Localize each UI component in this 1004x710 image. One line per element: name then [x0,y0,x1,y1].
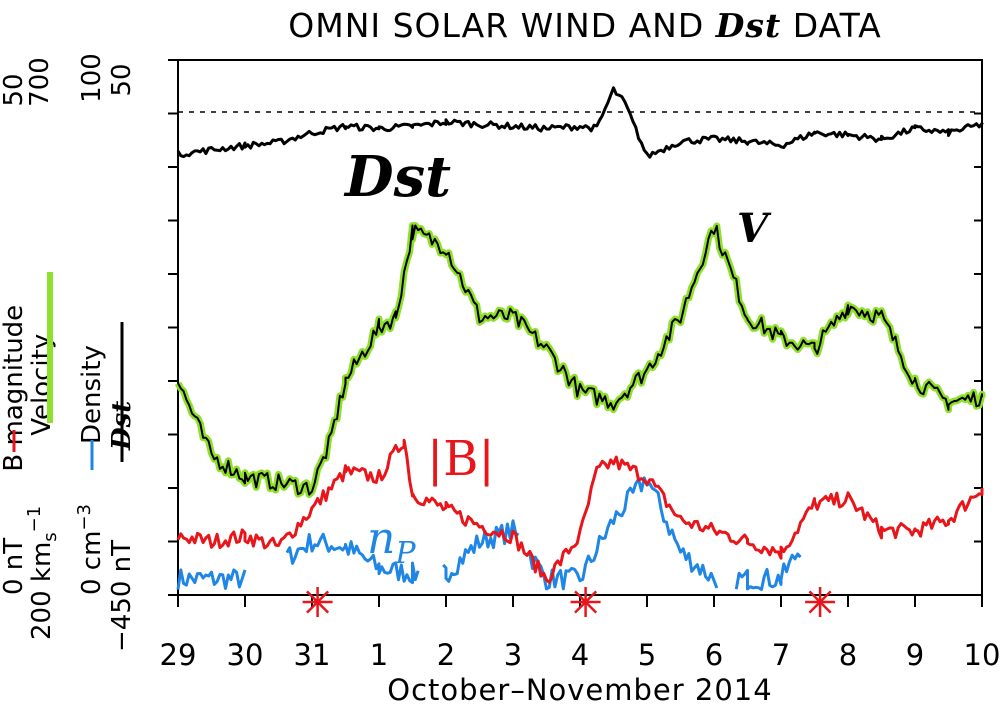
x-tick-label: 10 [964,638,1001,672]
event-asterisk-marker [570,587,601,617]
np-annotation: nP [367,513,416,571]
x-tick-label: 3 [504,638,522,672]
x-tick-label: 30 [227,638,264,672]
x-ticks: 29 30 31 1 2 3 4 5 6 7 8 9 10 [160,595,1001,672]
x-tick-label: 29 [160,638,197,672]
event-markers [302,587,836,617]
x-tick-label: 31 [294,638,331,672]
dst-annotation: Dst [343,144,451,210]
series-velocity-glow [174,222,986,499]
legend-v: 200 kms−1Velocity [24,334,61,640]
np-annotation-sub: P [394,536,416,571]
legend-n-sup: −3 [74,504,95,531]
x-tick-label: 6 [705,638,723,672]
series-dst-line [176,86,984,159]
np-annotation-main: n [367,513,395,564]
y-ticks [168,59,982,596]
x-tick-label: 4 [571,638,589,672]
legend-n: 0 cm−3 Density [74,345,107,595]
plot-frame [177,59,983,596]
chart-title: OMNI SOLAR WIND AND Dst DATA [288,6,882,45]
legend-dst-top: 50 [107,63,137,96]
x-tick-label: 9 [906,638,924,672]
x-tick-label: 1 [370,638,388,672]
legend-b-top: 50 [0,73,29,106]
x-tick-label: 5 [638,638,656,672]
event-asterisk-marker [302,587,333,617]
series-velocity-line [177,224,983,496]
x-tick-label: 8 [839,638,857,672]
v-annotation: V [737,205,772,252]
legend-v-bottom: 200 km [27,542,57,640]
legend-b-bottom: 0 nT [0,538,29,595]
legend-dst-bottom: −450 nT [107,540,137,652]
series-layer [174,86,986,591]
legend-n-name: Density [77,345,107,444]
x-axis-label: October–November 2014 [387,673,772,707]
legend-n-top: 100 [77,53,107,103]
legend-v-top: 700 [25,57,55,107]
series-density-line [176,476,802,591]
x-tick-label: 2 [437,638,455,672]
legend-n-bottom: 0 cm [77,531,107,595]
y-legend: 0 nT B magnitude 50 200 kms−1Velocity 70… [0,53,137,652]
b-annotation: |B| [427,431,495,487]
x-tick-label: 7 [772,638,790,672]
legend-v-sup: −1 [24,506,45,533]
series-b-magnitude-line [176,438,984,584]
legend-v-sub: s [40,532,61,541]
event-asterisk-marker [805,587,836,617]
